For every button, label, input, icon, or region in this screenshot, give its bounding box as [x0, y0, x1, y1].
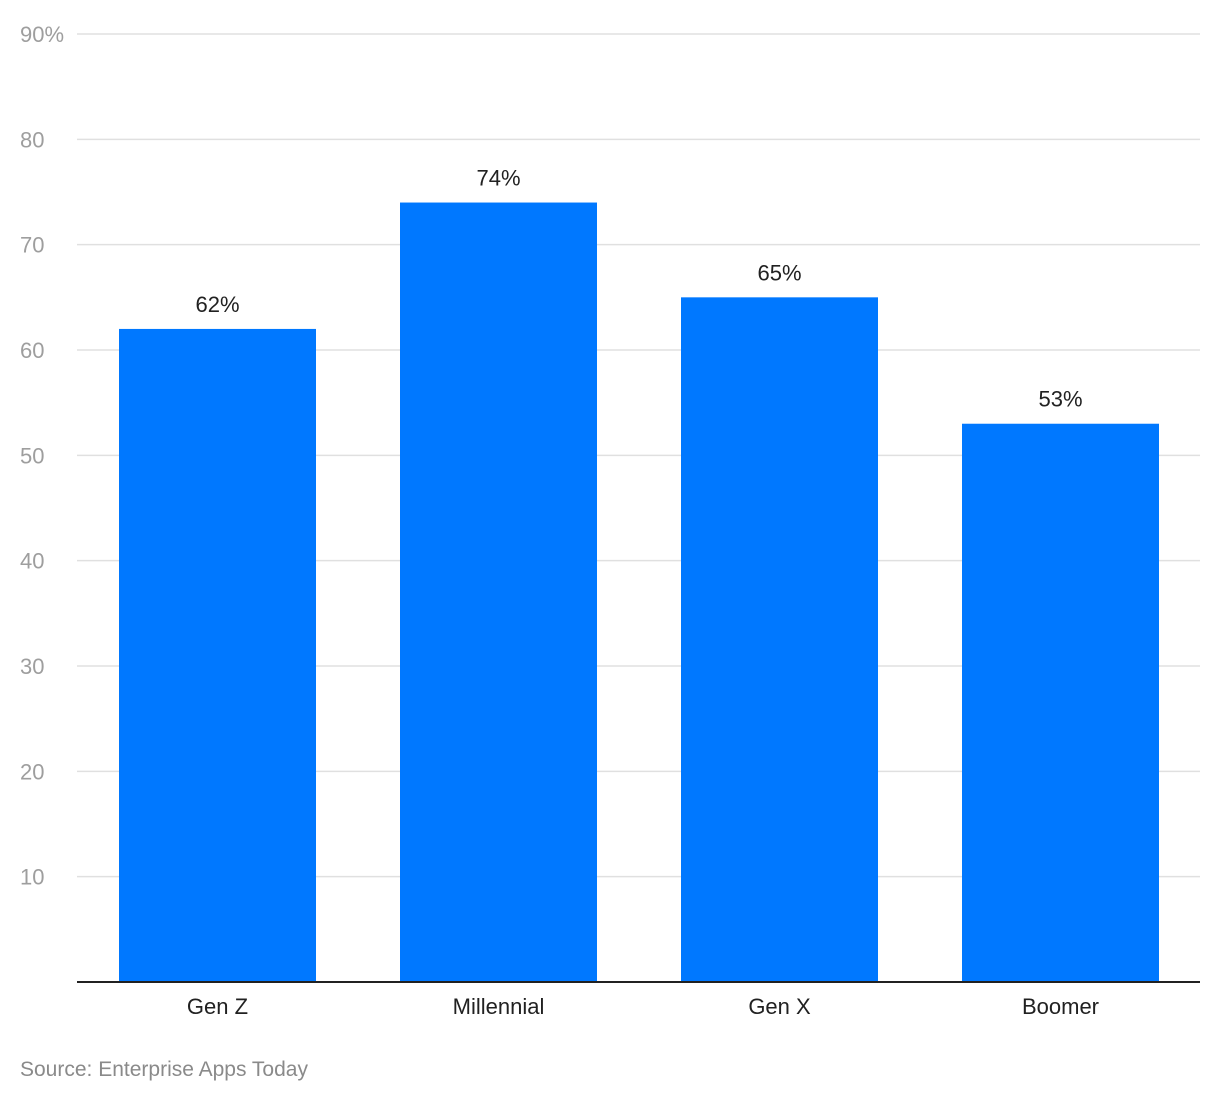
y-tick-label: 50 [20, 443, 44, 468]
y-tick-label: 90% [20, 22, 64, 47]
y-tick-label: 10 [20, 865, 44, 890]
x-tick-label: Gen Z [187, 994, 248, 1019]
bar-value-label: 65% [757, 260, 801, 285]
x-tick-label: Boomer [1022, 994, 1099, 1019]
y-tick-label: 40 [20, 549, 44, 574]
y-axis-tick-labels: 10 20 30 40 50 60 70 80 90% [20, 22, 64, 890]
bar [119, 328, 316, 982]
x-tick-label: Gen X [748, 994, 811, 1019]
bar [400, 202, 597, 983]
y-tick-label: 80 [20, 127, 44, 152]
y-tick-label: 70 [20, 233, 44, 258]
y-tick-label: 60 [20, 338, 44, 363]
bar-value-label: 62% [195, 292, 239, 317]
bar-value-label: 74% [476, 166, 520, 191]
x-tick-label: Millennial [453, 994, 545, 1019]
bar-value-label: 53% [1038, 387, 1082, 412]
y-tick-label: 20 [20, 759, 44, 784]
bars [119, 202, 1159, 983]
source-note: Source: Enterprise Apps Today [20, 1058, 308, 1081]
bar [681, 297, 878, 982]
x-axis-category-labels: Gen Z Millennial Gen X Boomer [187, 994, 1099, 1019]
data-labels: 62% 74% 65% 53% [195, 166, 1082, 412]
bar [962, 423, 1159, 982]
y-tick-label: 30 [20, 654, 44, 679]
